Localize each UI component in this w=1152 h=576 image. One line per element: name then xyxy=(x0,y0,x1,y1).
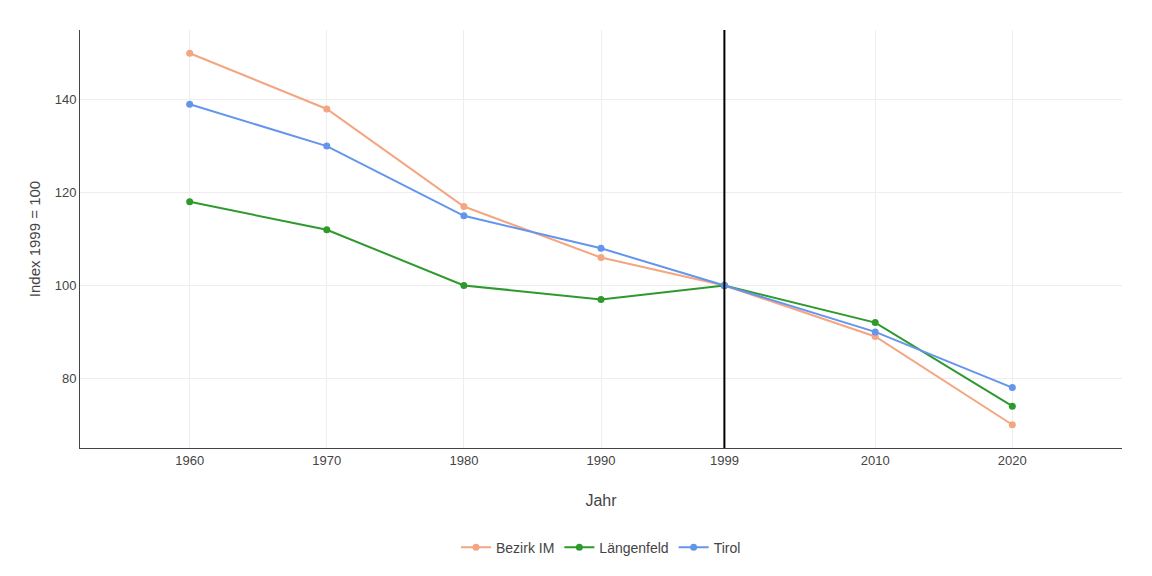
svg-text:1960: 1960 xyxy=(175,453,204,468)
svg-text:120: 120 xyxy=(55,185,77,200)
svg-text:100: 100 xyxy=(55,278,77,293)
svg-text:Längenfeld: Längenfeld xyxy=(599,540,668,556)
svg-text:140: 140 xyxy=(55,92,77,107)
svg-text:1970: 1970 xyxy=(312,453,341,468)
svg-text:2010: 2010 xyxy=(861,453,890,468)
svg-text:80: 80 xyxy=(62,371,76,386)
svg-text:Bezirk IM: Bezirk IM xyxy=(496,540,554,556)
svg-text:1999: 1999 xyxy=(710,453,739,468)
svg-text:Tirol: Tirol xyxy=(714,540,741,556)
svg-text:2020: 2020 xyxy=(998,453,1027,468)
svg-text:Jahr: Jahr xyxy=(585,492,617,509)
svg-text:Index 1999 = 100: Index 1999 = 100 xyxy=(26,181,43,297)
svg-text:1990: 1990 xyxy=(587,453,616,468)
svg-text:1980: 1980 xyxy=(449,453,478,468)
